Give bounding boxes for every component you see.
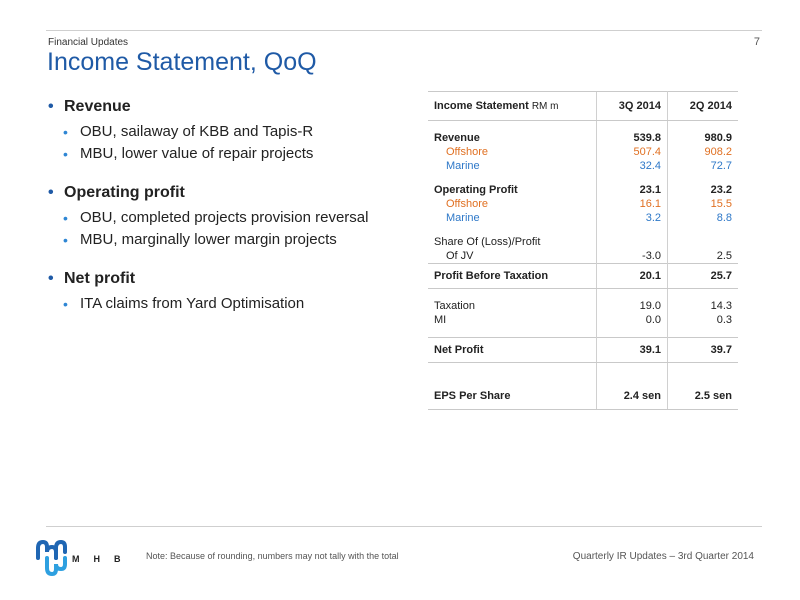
table-title: Income Statement <box>434 100 529 112</box>
spacer-row <box>428 120 738 131</box>
bottom-divider <box>46 526 762 527</box>
bullet-item-text: MBU, marginally lower margin projects <box>80 231 337 248</box>
cell-3q: 19.0 <box>596 299 668 313</box>
spacer-row <box>428 288 738 299</box>
cell-2q: 908.2 <box>704 146 732 158</box>
spacer-row <box>428 327 738 338</box>
footer-right: Quarterly IR Updates – 3rd Quarter 2014 <box>572 551 754 562</box>
table-row: Revenue 539.8 980.9 <box>428 131 738 145</box>
cell-3q: 32.4 <box>596 159 668 173</box>
cell-2q: 39.7 <box>667 337 738 363</box>
bullet-icon: • <box>63 210 68 226</box>
row-label: Marine <box>446 212 480 224</box>
logo-text: MHB <box>72 554 135 564</box>
bullet-icon: • <box>48 270 54 287</box>
bullet-item-text: OBU, sailaway of KBB and Tapis-R <box>80 123 314 140</box>
bullet-item: • ITA claims from Yard Optimisation <box>48 294 398 316</box>
spacer <box>48 166 398 182</box>
cell-2q: 2.5 <box>716 250 732 262</box>
cell-3q: -3.0 <box>596 249 668 264</box>
bullet-icon: • <box>63 146 68 162</box>
bullet-icon: • <box>63 232 68 248</box>
bullet-icon: • <box>48 184 54 201</box>
row-label: Marine <box>446 160 480 172</box>
row-label: Taxation <box>434 300 475 312</box>
cell-3q: 23.1 <box>596 183 668 197</box>
cell-2q: 0.3 <box>716 314 732 326</box>
income-statement-table: Income Statement RM m 3Q 2014 2Q 2014 Re… <box>428 91 738 410</box>
spacer-row <box>428 225 738 235</box>
table-row: Of JV -3.0 2.5 <box>428 249 738 264</box>
bullet-heading-text: Net profit <box>64 270 136 287</box>
cell-3q: 16.1 <box>596 197 668 211</box>
cell-2q: 25.7 <box>667 263 738 289</box>
row-label: Profit Before Taxation <box>428 263 597 289</box>
table-row: Offshore 507.4 908.2 <box>428 145 738 159</box>
table-unit: RM m <box>531 101 559 112</box>
bullet-item: • MBU, marginally lower margin projects <box>48 230 398 252</box>
cell-2q: 14.3 <box>710 300 732 312</box>
table-header-row: Income Statement RM m 3Q 2014 2Q 2014 <box>428 91 738 121</box>
table-row: Taxation 19.0 14.3 <box>428 299 738 313</box>
spacer-row <box>428 362 738 383</box>
spacer-row <box>428 173 738 183</box>
cell-3q: 39.1 <box>596 337 668 363</box>
row-label: Of JV <box>446 250 474 262</box>
row-label: Operating Profit <box>434 184 518 196</box>
bullet-item-text: MBU, lower value of repair projects <box>80 145 314 162</box>
row-label: EPS Per Share <box>428 383 597 410</box>
bullet-item: • OBU, sailaway of KBB and Tapis-R <box>48 122 398 144</box>
bullet-item: • OBU, completed projects provision rever… <box>48 208 398 230</box>
page-number: 7 <box>753 36 760 48</box>
bullet-item-text: ITA claims from Yard Optimisation <box>80 295 305 312</box>
bullet-heading: • Net profit <box>48 268 398 294</box>
table-row: Marine 32.4 72.7 <box>428 159 738 173</box>
table-row: Operating Profit 23.1 23.2 <box>428 183 738 197</box>
page-title: Income Statement, QoQ <box>47 48 317 76</box>
column-header: 3Q 2014 <box>596 91 668 121</box>
table-row: Share Of (Loss)/Profit <box>428 235 738 249</box>
cell-2q: 23.2 <box>710 184 732 196</box>
table-row: Marine 3.2 8.8 <box>428 211 738 225</box>
cell-2q: 980.9 <box>704 132 732 144</box>
bullet-list: • Revenue • OBU, sailaway of KBB and Tapis… <box>48 96 398 316</box>
cell-2q: 72.7 <box>710 160 732 172</box>
table-row: MI 0.0 0.3 <box>428 313 738 327</box>
top-divider <box>46 30 762 31</box>
column-header: 2Q 2014 <box>667 91 738 121</box>
bullet-item-text: OBU, completed projects provision revers… <box>80 209 369 226</box>
bullet-heading: • Operating profit <box>48 182 398 208</box>
cell-2q: 2.5 sen <box>667 383 738 410</box>
cell-3q: 507.4 <box>596 145 668 159</box>
cell-2q: 15.5 <box>710 198 732 210</box>
table-row: Profit Before Taxation 20.1 25.7 <box>428 263 738 289</box>
cell-3q: 3.2 <box>596 211 668 225</box>
mhb-logo-icon <box>36 540 67 576</box>
bullet-icon: • <box>63 124 68 140</box>
cell-3q: 0.0 <box>596 313 668 327</box>
row-label: Net Profit <box>428 337 597 363</box>
cell-2q: 8.8 <box>716 212 732 224</box>
cell-3q: 539.8 <box>596 131 668 145</box>
row-label: Offshore <box>446 198 488 210</box>
table-row: Offshore 16.1 15.5 <box>428 197 738 211</box>
table-row: EPS Per Share 2.4 sen 2.5 sen <box>428 383 738 410</box>
bullet-icon: • <box>48 98 54 115</box>
footnote: Note: Because of rounding, numbers may n… <box>146 551 399 561</box>
row-label: Offshore <box>446 146 488 158</box>
bullet-heading-text: Operating profit <box>64 184 185 201</box>
spacer <box>48 252 398 268</box>
section-label: Financial Updates <box>48 37 129 48</box>
bullet-heading: • Revenue <box>48 96 398 122</box>
bullet-icon: • <box>63 296 68 312</box>
bullet-heading-text: Revenue <box>64 98 131 115</box>
table-header-title: Income Statement RM m <box>428 91 597 121</box>
cell-3q: 20.1 <box>596 263 668 289</box>
cell-3q: 2.4 sen <box>596 383 668 410</box>
bullet-item: • MBU, lower value of repair projects <box>48 144 398 166</box>
row-label: Revenue <box>434 132 480 144</box>
table-row: Net Profit 39.1 39.7 <box>428 337 738 363</box>
row-label: Share Of (Loss)/Profit <box>434 236 541 248</box>
row-label: MI <box>434 314 447 326</box>
